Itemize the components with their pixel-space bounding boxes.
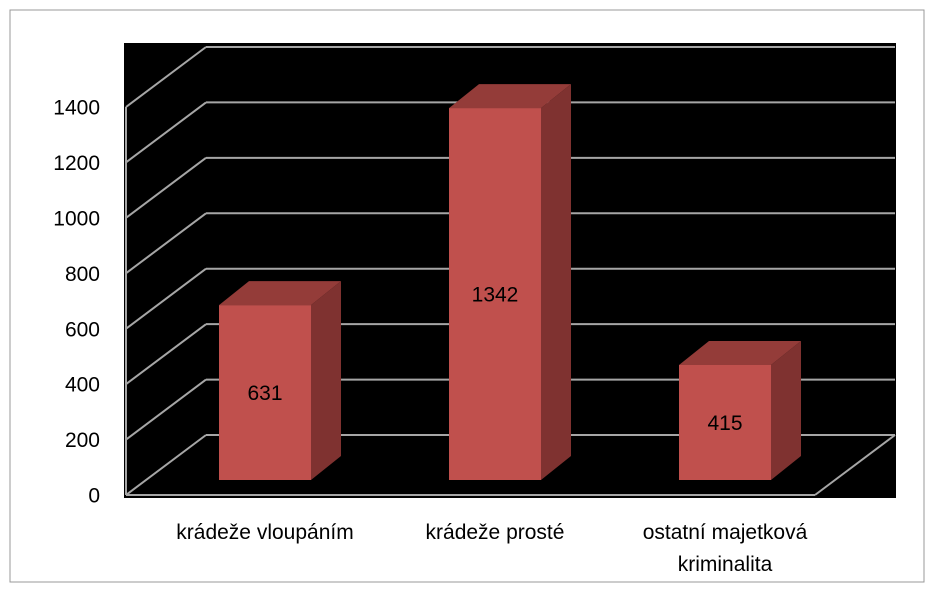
y-tick-label: 800 [65,263,100,286]
x-tick-label: krádeže vloupáním [176,521,354,544]
bar-side [311,281,341,480]
data-label: 631 [247,382,282,405]
grid-line [125,101,207,164]
grid-line [125,267,207,330]
bar-top [679,340,801,365]
grid-line [125,46,207,108]
y-tick-label: 1200 [53,152,100,175]
y-tick-label: 0 [88,485,100,508]
grid-line [125,378,207,441]
y-tick-label: 400 [65,374,100,397]
y-tick-label: 200 [65,429,100,452]
x-tick-label: krádeže prosté [425,521,565,544]
bar-top [449,84,571,109]
y-tick-label: 600 [65,318,100,341]
grid-line [125,212,207,275]
bar [219,305,311,480]
grid-line [125,323,207,385]
bar-side [771,340,801,480]
grid-line [125,434,207,496]
bar [449,108,541,481]
bar-side [541,84,571,481]
data-label: 415 [707,412,742,435]
x-tick-label: ostatní majetková kriminalita [642,521,808,576]
data-label: 1342 [472,284,519,307]
floor-edge [814,434,896,496]
grid-line [125,157,207,219]
bar-top [219,281,341,306]
bar [679,364,771,480]
y-tick-label: 1400 [53,97,100,120]
y-tick-label: 1000 [53,207,100,230]
